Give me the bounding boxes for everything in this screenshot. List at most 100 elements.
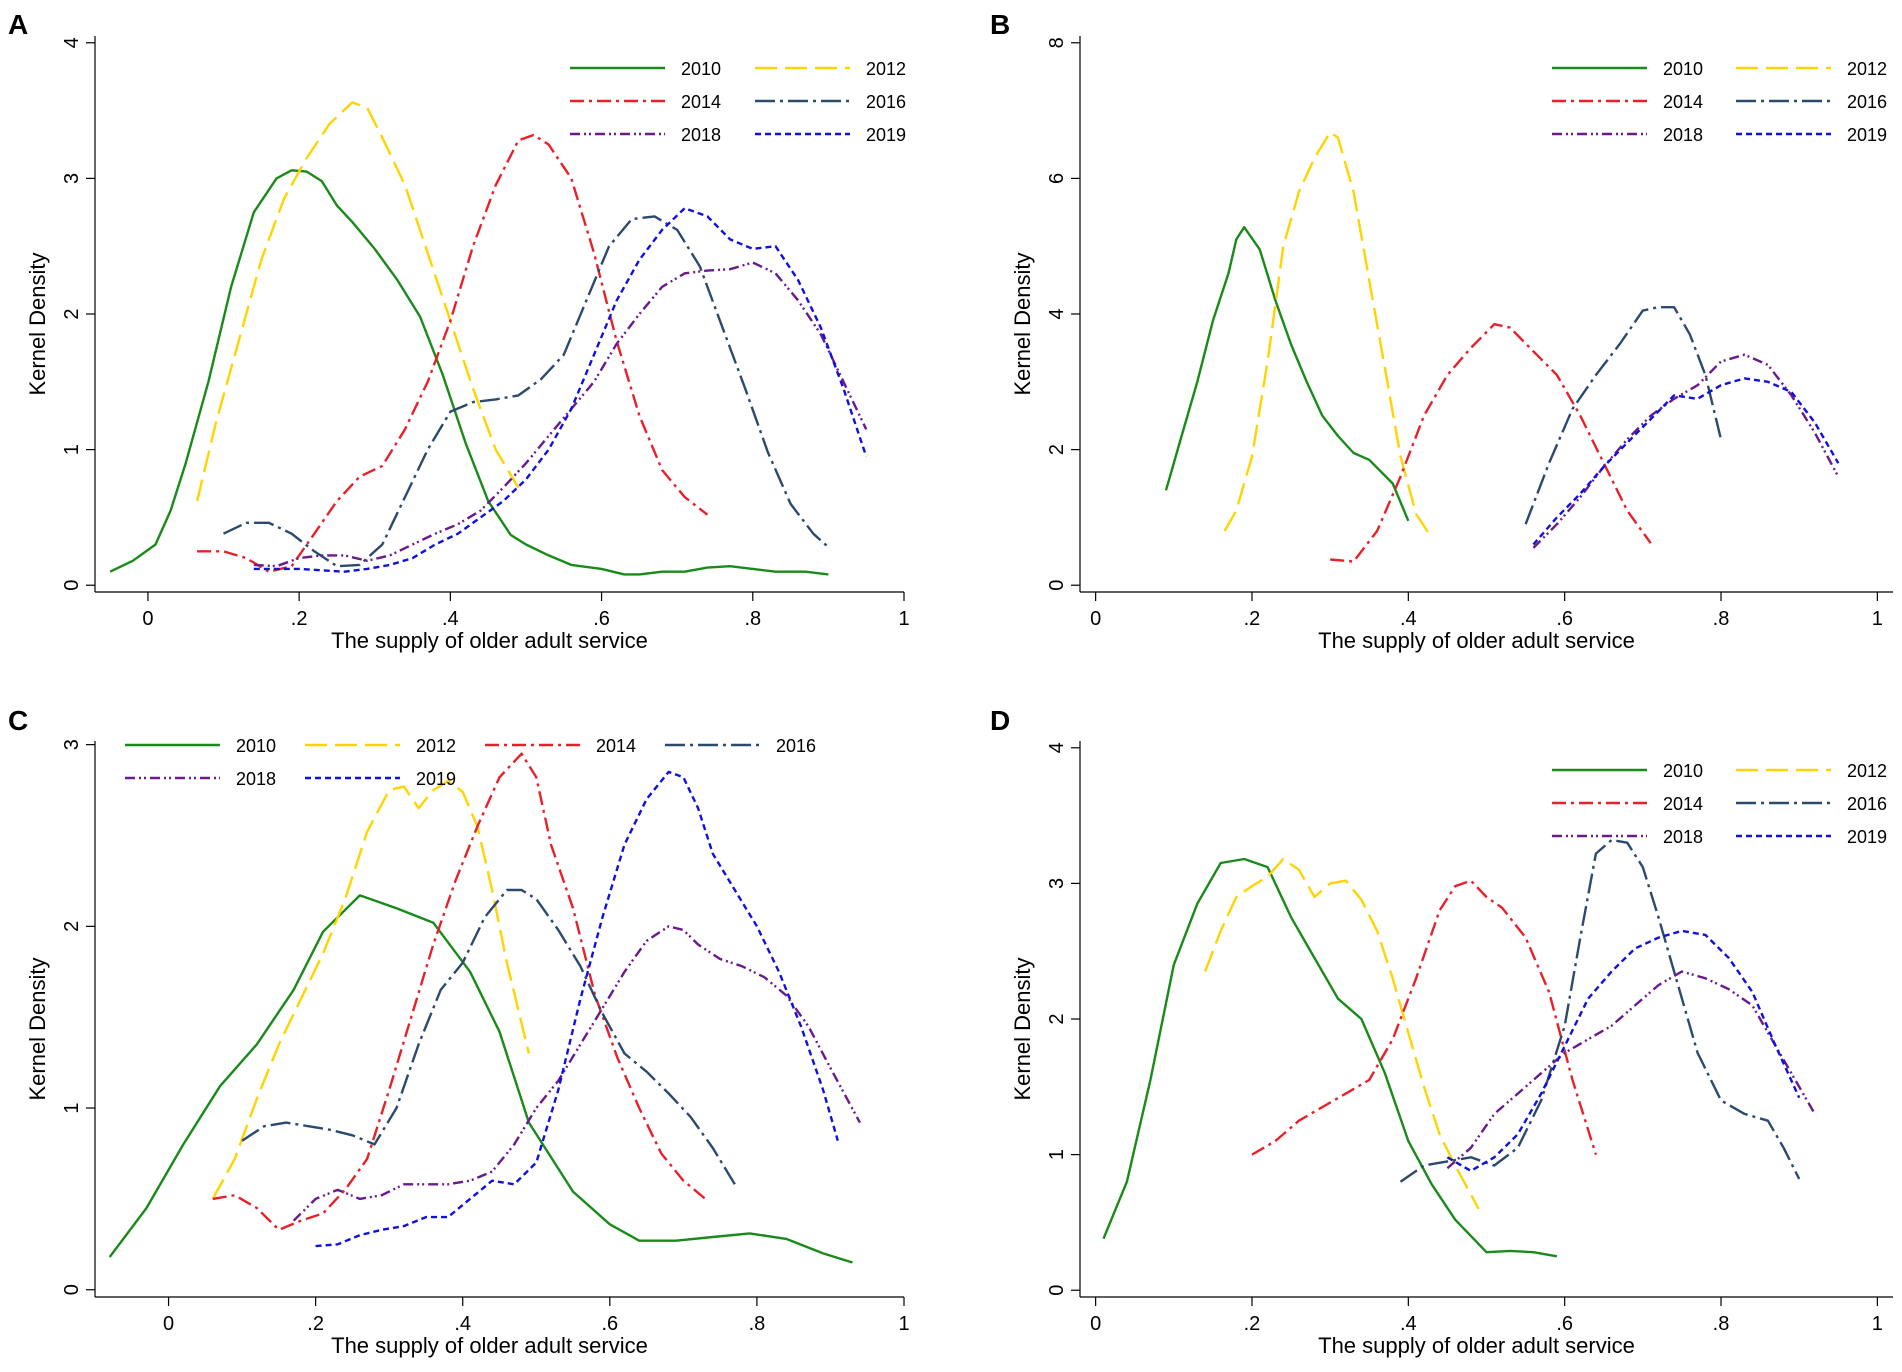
legend: 2010 2012 2014 2016 2018 2019	[1552, 761, 1887, 847]
x-tick-label: .8	[1713, 1313, 1730, 1335]
series-line-2019	[253, 206, 868, 573]
series-line-2012	[1203, 857, 1480, 1210]
x-axis-label: The supply of older adult service	[1318, 1333, 1635, 1358]
x-tick-label: .4	[454, 1313, 471, 1335]
x-tick-label: 1	[1872, 1313, 1883, 1335]
x-tick-label: .4	[1400, 1313, 1417, 1335]
series-line-2010	[109, 169, 829, 576]
y-tick-label: 2	[1046, 444, 1068, 455]
legend-label-2016: 2016	[776, 736, 816, 756]
legend-label-2012: 2012	[1847, 59, 1887, 79]
legend-label-2012: 2012	[866, 59, 906, 79]
series-line-2016	[1524, 306, 1723, 525]
series-line-2016	[1399, 838, 1801, 1183]
x-tick-label: .2	[307, 1313, 324, 1335]
legend-label-2018: 2018	[1663, 125, 1703, 145]
series-line-2019	[1446, 929, 1801, 1173]
panel-letter: B	[990, 9, 1010, 40]
series-line-2018	[253, 261, 868, 568]
legend-label-2014: 2014	[596, 736, 636, 756]
series-line-2012	[195, 101, 520, 502]
y-tick-label: 1	[1046, 1149, 1068, 1160]
legend-label-2018: 2018	[1663, 827, 1703, 847]
x-tick-label: .8	[1713, 608, 1730, 630]
legend-label-2012: 2012	[1847, 761, 1887, 781]
legend-label-2014: 2014	[1663, 794, 1703, 814]
panel-c: C 0 .2 .4 .6 .8 1 0 1 2 3 The supply of older adult…	[8, 705, 910, 1358]
series-group	[109, 101, 868, 576]
legend-label-2018: 2018	[236, 769, 276, 789]
y-tick-label: 0	[1046, 1285, 1068, 1296]
y-tick-label: 2	[61, 308, 83, 319]
series-line-2016	[241, 888, 736, 1185]
x-axis-label: The supply of older adult service	[1318, 628, 1635, 653]
legend-label-2016: 2016	[1847, 794, 1887, 814]
series-line-2018	[1446, 970, 1816, 1170]
y-tick-label: 3	[1046, 878, 1068, 889]
y-axis-label: Kernel Density	[25, 957, 50, 1100]
legend-label-2019: 2019	[1847, 125, 1887, 145]
series-line-2010	[108, 894, 853, 1264]
panel-b: B 0 .2 .4 .6 .8 1 0 2 4 6 8 The supply of older adul…	[990, 9, 1893, 653]
y-axis-label: Kernel Density	[25, 252, 50, 395]
y-tick-label: 1	[61, 444, 83, 455]
series-group	[1102, 838, 1816, 1258]
y-tick-label: 0	[61, 580, 83, 591]
x-tick-label: 0	[142, 608, 153, 630]
legend-label-2019: 2019	[416, 769, 456, 789]
series-line-2019	[315, 770, 839, 1248]
x-tick-label: .6	[593, 608, 610, 630]
legend-label-2014: 2014	[681, 92, 721, 112]
legend-label-2014: 2014	[1663, 92, 1703, 112]
legend-label-2012: 2012	[416, 736, 456, 756]
x-tick-label: .6	[1556, 608, 1573, 630]
x-tick-label: 1	[898, 1313, 909, 1335]
x-tick-label: 1	[898, 608, 909, 630]
series-line-2010	[1102, 857, 1558, 1258]
series-line-2010	[1164, 225, 1410, 522]
y-tick-label: 0	[1046, 580, 1068, 591]
x-tick-label: .2	[291, 608, 308, 630]
y-tick-label: 3	[61, 173, 83, 184]
legend-label-2016: 2016	[1847, 92, 1887, 112]
panel-letter: A	[8, 9, 28, 40]
panel-d: D 0 .2 .4 .6 .8 1 0 1 2 3 4 The supply of older adul…	[990, 705, 1893, 1358]
x-tick-label: .6	[1556, 1313, 1573, 1335]
series-line-2014	[197, 133, 709, 573]
legend-label-2018: 2018	[681, 125, 721, 145]
legend: 2010 2012 2014 2016 2018 2019	[1552, 59, 1887, 145]
panel-letter: D	[990, 705, 1010, 736]
x-tick-label: 0	[1090, 608, 1101, 630]
legend: 2010 2012 2014 2016 2018 2019	[125, 736, 816, 789]
x-axis-label: The supply of older adult service	[331, 628, 648, 653]
x-axis-label: The supply of older adult service	[331, 1333, 648, 1358]
y-tick-label: 4	[1046, 308, 1068, 319]
panel-a: A 0 .2 .4 .6 .8 1 0 1 2 3 4 The supply of older adul…	[8, 9, 910, 653]
series-line-2019	[1532, 377, 1840, 546]
y-axis-label: Kernel Density	[1010, 957, 1035, 1100]
panel-letter: C	[8, 705, 28, 736]
x-tick-label: .8	[749, 1313, 766, 1335]
x-tick-label: 0	[163, 1313, 174, 1335]
y-tick-label: 8	[1046, 37, 1068, 48]
series-line-2014	[1251, 879, 1598, 1156]
x-tick-label: 1	[1872, 608, 1883, 630]
series-line-2012	[211, 779, 531, 1200]
x-tick-label: .4	[1400, 608, 1417, 630]
series-line-2014	[1330, 323, 1652, 563]
y-tick-label: 2	[61, 921, 83, 932]
y-axis-label: Kernel Density	[1010, 252, 1035, 395]
legend-label-2010: 2010	[236, 736, 276, 756]
x-tick-label: .8	[744, 608, 761, 630]
x-tick-label: .6	[601, 1313, 618, 1335]
x-tick-label: 0	[1090, 1313, 1101, 1335]
series-group	[108, 752, 861, 1264]
series-line-2016	[222, 215, 830, 568]
legend-label-2016: 2016	[866, 92, 906, 112]
x-tick-label: .2	[1244, 1313, 1261, 1335]
legend-label-2010: 2010	[1663, 761, 1703, 781]
x-tick-label: .4	[442, 608, 459, 630]
y-tick-label: 4	[61, 37, 83, 48]
y-tick-label: 3	[61, 739, 83, 750]
